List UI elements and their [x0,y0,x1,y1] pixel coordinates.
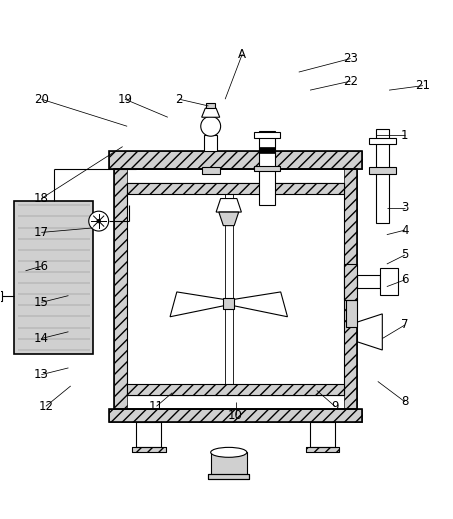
Bar [109,408,362,422]
Bar [127,183,344,194]
Bar [202,167,220,174]
Text: 18: 18 [34,192,49,205]
Text: 10: 10 [228,409,243,422]
Bar [132,447,165,453]
Text: A: A [238,48,246,61]
Bar [206,103,215,108]
Polygon shape [216,199,241,212]
Bar [204,135,217,151]
Text: 14: 14 [34,332,49,345]
Polygon shape [202,108,220,117]
Bar [223,298,234,309]
Bar [136,422,161,447]
Text: 3: 3 [401,201,409,214]
Bar [114,169,357,408]
Bar [369,138,396,144]
Bar [127,183,344,194]
Bar [109,408,362,422]
Text: 15: 15 [34,296,49,309]
Text: 4: 4 [401,224,409,237]
Bar [380,268,398,295]
Text: 20: 20 [34,93,49,106]
Bar [305,447,339,453]
Bar [127,384,344,395]
Bar [255,132,280,138]
Bar [109,151,362,169]
Text: 11: 11 [149,400,164,413]
Ellipse shape [211,447,247,457]
Bar [225,194,233,384]
Polygon shape [232,292,288,317]
Text: 22: 22 [343,75,358,88]
Polygon shape [219,212,239,226]
Bar [310,422,335,447]
Bar [357,276,380,288]
Text: 12: 12 [39,400,53,413]
Text: 7: 7 [401,319,409,332]
Bar [344,264,357,300]
Bar [344,264,357,300]
Bar [0,291,2,302]
Circle shape [97,220,101,223]
Bar [369,167,396,174]
Bar [127,183,344,395]
Bar [305,447,339,453]
Text: 5: 5 [401,249,409,262]
Bar [259,147,275,154]
Polygon shape [170,292,225,317]
Text: 2: 2 [175,93,183,106]
Bar [208,474,249,479]
Text: 19: 19 [117,93,132,106]
Bar [127,384,344,395]
Text: 21: 21 [415,79,430,92]
Text: 23: 23 [343,52,358,65]
Circle shape [89,211,109,231]
Bar [344,169,357,408]
Bar [259,131,275,206]
Text: 16: 16 [34,260,49,273]
Bar [376,129,389,223]
Bar [208,474,249,479]
Text: 9: 9 [331,400,339,413]
Bar [255,166,280,171]
Text: 17: 17 [34,226,49,239]
Polygon shape [357,314,382,350]
Bar [346,301,357,327]
Bar [132,447,165,453]
Text: 13: 13 [34,368,49,381]
Bar [14,201,93,354]
Bar [211,453,247,475]
Bar [109,151,362,169]
Text: 6: 6 [401,274,409,286]
Bar [114,169,127,408]
Text: 1: 1 [401,129,409,142]
Circle shape [201,116,221,136]
Text: 8: 8 [401,395,409,408]
